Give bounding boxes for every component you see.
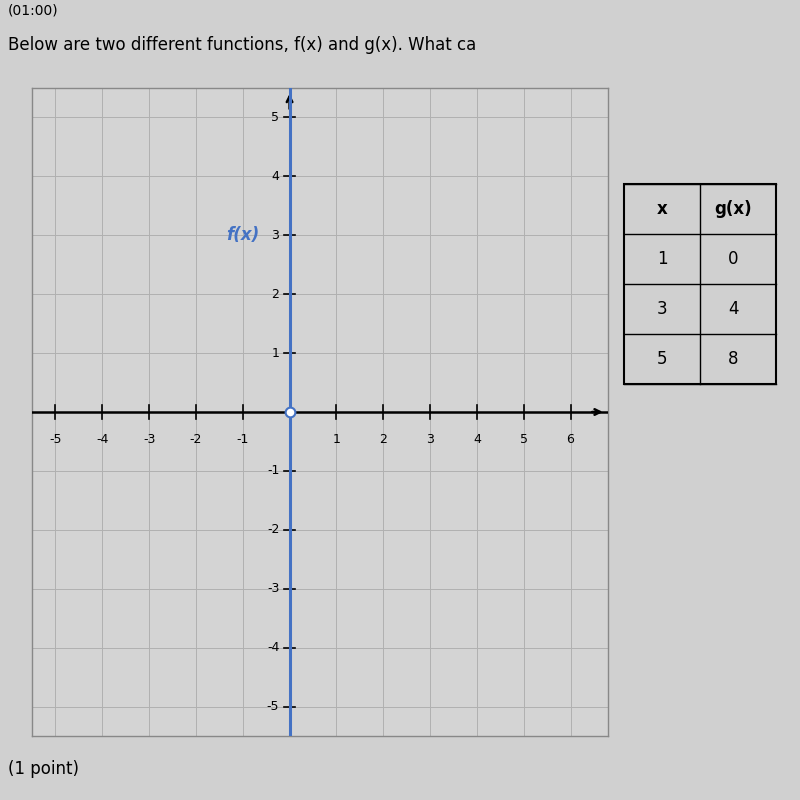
Text: 5: 5 — [657, 350, 667, 368]
Text: -5: -5 — [266, 700, 279, 713]
Text: -1: -1 — [237, 433, 249, 446]
Text: 3: 3 — [271, 229, 279, 242]
Text: 4: 4 — [473, 433, 481, 446]
Text: 3: 3 — [426, 433, 434, 446]
Text: Below are two different functions, f(x) and g(x). What ca: Below are two different functions, f(x) … — [8, 36, 476, 54]
Text: -2: -2 — [267, 523, 279, 536]
Text: 4: 4 — [728, 300, 738, 318]
Text: f(x): f(x) — [226, 226, 259, 244]
Text: -3: -3 — [143, 433, 155, 446]
Text: -5: -5 — [49, 433, 62, 446]
Text: (01:00): (01:00) — [8, 4, 58, 18]
Text: 6: 6 — [566, 433, 574, 446]
Text: -3: -3 — [267, 582, 279, 595]
Text: 2: 2 — [271, 288, 279, 301]
Text: 1: 1 — [333, 433, 340, 446]
Text: -1: -1 — [267, 465, 279, 478]
Text: 5: 5 — [520, 433, 528, 446]
Text: 5: 5 — [271, 111, 279, 124]
Text: -4: -4 — [267, 641, 279, 654]
Text: 1: 1 — [657, 250, 667, 268]
Text: (1 point): (1 point) — [8, 760, 79, 778]
Text: -4: -4 — [96, 433, 109, 446]
Text: 4: 4 — [271, 170, 279, 183]
Text: 3: 3 — [657, 300, 667, 318]
Text: x: x — [657, 200, 667, 218]
Text: 0: 0 — [728, 250, 738, 268]
Text: 1: 1 — [271, 346, 279, 359]
Text: g(x): g(x) — [714, 200, 752, 218]
Text: 2: 2 — [379, 433, 387, 446]
Text: 8: 8 — [728, 350, 738, 368]
Text: -2: -2 — [190, 433, 202, 446]
